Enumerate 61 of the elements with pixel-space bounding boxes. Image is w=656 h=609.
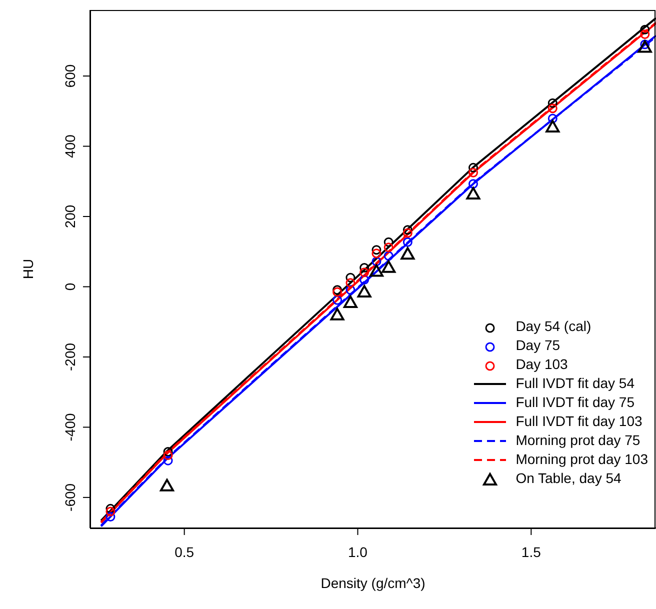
y-axis-title: HU [20,258,36,280]
x-axis-title: Density (g/cm^3) [320,575,426,591]
legend-label: Day 54 (cal) [516,317,592,336]
point [106,506,116,516]
point [468,168,478,178]
point [384,237,394,247]
legend-label: Full IVDT fit day 75 [516,393,634,412]
x-tick-label: 0.5 [174,544,194,560]
point [468,162,478,172]
point [372,248,382,258]
point [382,260,396,273]
point [332,295,342,305]
point [466,187,480,200]
y-tick-label: -600 [62,483,78,512]
point [163,456,173,466]
point [402,237,412,247]
point [106,512,116,522]
point [106,504,116,514]
point [400,247,415,260]
y-tick-label: 0 [62,282,78,291]
legend-label: Morning prot day 75 [516,431,640,450]
point [640,29,650,39]
legend-label: Day 103 [516,355,568,374]
x-tick-label: 1.5 [521,544,542,560]
point [346,278,356,288]
point [372,256,382,266]
y-tick-label: 400 [62,134,78,158]
point [346,272,356,282]
y-tick-label: -200 [62,342,78,371]
point [546,120,560,132]
y-tick-label: 200 [62,204,78,228]
point [360,268,370,278]
legend-label: Full IVDT fit day 103 [516,412,642,431]
point [343,296,358,308]
point [468,179,478,189]
point [548,98,558,108]
point [163,450,173,460]
point [402,228,412,238]
point [360,274,370,284]
legend-label: Morning prot day 103 [516,450,648,469]
point [548,104,558,114]
point [384,251,394,261]
x-tick-label: 1.0 [348,544,368,560]
point [357,285,372,298]
y-tick-label: 600 [62,64,78,88]
point [369,264,384,277]
legend-label: Full IVDT fit day 54 [516,374,634,393]
legend-label: Day 75 [516,336,560,355]
point [330,308,344,320]
point [402,225,412,235]
point [372,245,382,255]
point [163,447,173,457]
point [638,40,652,53]
legend-label: On Table, day 54 [516,469,622,488]
point [384,242,394,252]
y-tick-label: -400 [62,412,78,442]
point [640,24,650,34]
point [548,114,558,124]
point [360,263,370,273]
point [346,285,356,295]
point [160,478,174,492]
